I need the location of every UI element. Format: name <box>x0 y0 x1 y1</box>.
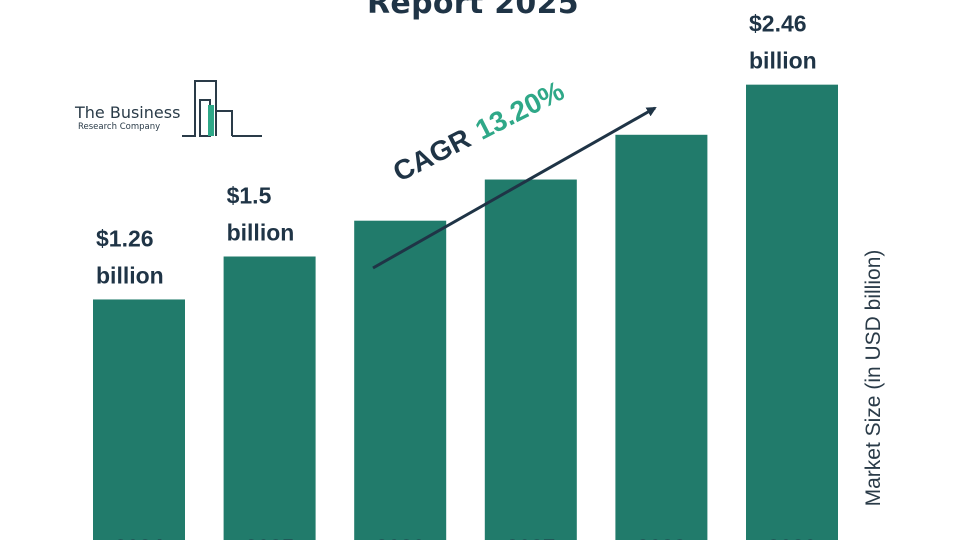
company-logo: The Business Research Company <box>70 78 270 140</box>
x-tick-label: 2029 <box>768 535 817 540</box>
bar-2025 <box>223 256 316 540</box>
x-tick-label: 2026 <box>376 535 425 540</box>
data-label-2024: $1.26 billion <box>96 225 164 288</box>
y-axis-label: Market Size (in USD billion) <box>862 249 885 507</box>
logo-building-icon <box>182 80 262 137</box>
growth-arrow-icon <box>372 106 657 270</box>
logo-subtitle: Research Company <box>78 122 161 132</box>
x-tick-label: 2027 <box>506 535 555 540</box>
bars <box>93 84 838 540</box>
x-tick-labels: 2024 2025 2026 2027 2028 2029 <box>115 535 817 540</box>
bar-2027 <box>484 179 577 540</box>
x-tick-label: 2025 <box>245 535 294 540</box>
bar-2024 <box>93 299 185 540</box>
data-label-2029: $2.46 billion <box>749 11 817 74</box>
data-label-2025: $1.5 billion <box>227 183 295 246</box>
x-tick-label: 2028 <box>637 535 686 540</box>
logo-name: The Business <box>75 103 181 122</box>
bar-2026 <box>354 220 447 540</box>
bar-2029 <box>746 84 838 540</box>
data-labels: $1.26 billion $1.5 billion $2.46 billion <box>96 11 817 289</box>
bar-2028 <box>615 134 708 540</box>
x-tick-label: 2024 <box>115 535 165 540</box>
chart-title: Report 2025 <box>367 0 579 21</box>
